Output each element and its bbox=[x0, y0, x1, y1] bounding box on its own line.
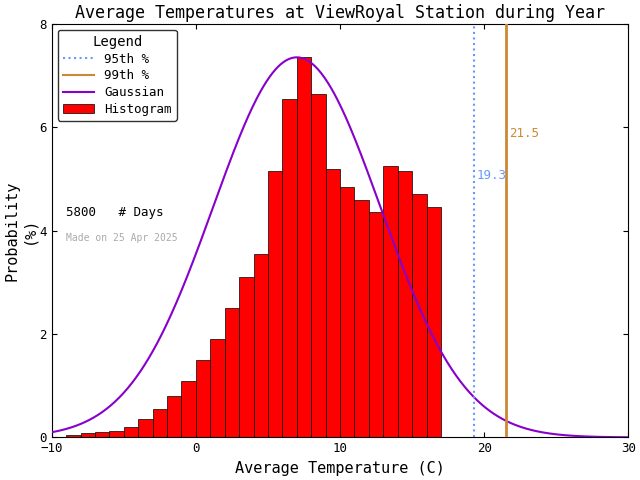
Bar bbox=[196, 360, 211, 437]
Bar bbox=[239, 277, 253, 437]
Bar bbox=[397, 171, 412, 437]
Bar bbox=[152, 409, 167, 437]
Bar bbox=[355, 200, 369, 437]
Y-axis label: Probability
(%): Probability (%) bbox=[4, 180, 36, 281]
Bar bbox=[369, 213, 383, 437]
Bar bbox=[109, 431, 124, 437]
Bar bbox=[311, 94, 326, 437]
X-axis label: Average Temperature (C): Average Temperature (C) bbox=[235, 461, 445, 476]
Bar bbox=[340, 187, 355, 437]
Text: Made on 25 Apr 2025: Made on 25 Apr 2025 bbox=[66, 233, 178, 243]
Bar bbox=[225, 308, 239, 437]
Bar bbox=[326, 168, 340, 437]
Text: 5800   # Days: 5800 # Days bbox=[66, 206, 164, 219]
Bar bbox=[297, 57, 311, 437]
Bar bbox=[282, 99, 297, 437]
Bar bbox=[95, 432, 109, 437]
Bar bbox=[66, 435, 81, 437]
Title: Average Temperatures at ViewRoyal Station during Year: Average Temperatures at ViewRoyal Statio… bbox=[75, 4, 605, 22]
Legend: 95th %, 99th %, Gaussian, Histogram: 95th %, 99th %, Gaussian, Histogram bbox=[58, 30, 177, 121]
Bar bbox=[412, 194, 426, 437]
Bar bbox=[182, 381, 196, 437]
Bar bbox=[253, 254, 268, 437]
Bar bbox=[81, 433, 95, 437]
Bar bbox=[124, 427, 138, 437]
Bar bbox=[211, 339, 225, 437]
Bar bbox=[167, 396, 182, 437]
Bar bbox=[268, 171, 282, 437]
Text: 19.3: 19.3 bbox=[477, 169, 507, 182]
Bar bbox=[426, 207, 441, 437]
Text: 21.5: 21.5 bbox=[509, 128, 539, 141]
Bar bbox=[138, 420, 152, 437]
Bar bbox=[383, 166, 397, 437]
